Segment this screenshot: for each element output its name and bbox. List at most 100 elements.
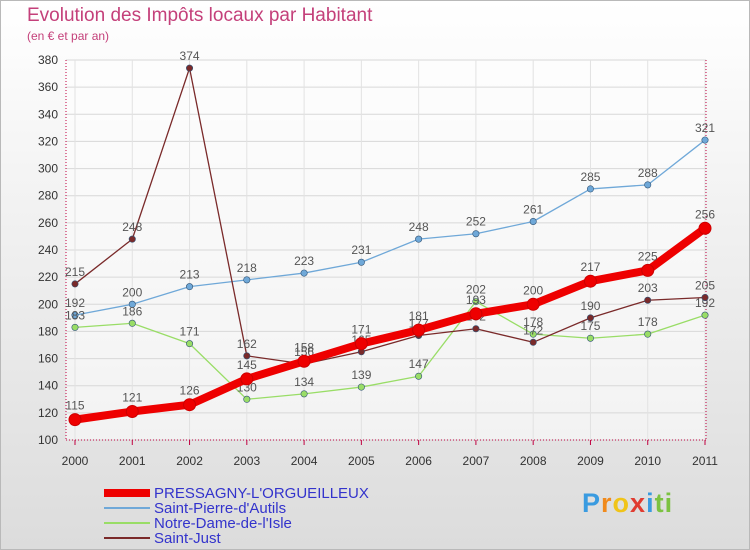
data-label: 178 (523, 315, 543, 329)
data-label: 288 (638, 166, 658, 180)
legend-label: Saint-Just (154, 530, 222, 547)
data-point (125, 405, 139, 418)
legend-label: Notre-Dame-de-l'Isle (154, 515, 292, 532)
data-point (186, 283, 194, 291)
x-tick-label: 2007 (463, 454, 490, 468)
x-tick-label: 2006 (405, 454, 432, 468)
y-tick-label: 160 (38, 352, 58, 366)
y-tick-label: 360 (38, 80, 58, 94)
series-line-1 (74, 139, 706, 316)
y-tick-label: 280 (38, 189, 58, 203)
x-tick-label: 2011 (692, 454, 718, 468)
logo-letter: o (612, 488, 631, 518)
data-label: 147 (409, 357, 429, 371)
data-label: 213 (180, 268, 200, 282)
data-point (300, 269, 308, 277)
data-label: 181 (409, 309, 429, 323)
y-tick-label: 100 (38, 433, 58, 447)
data-label: 217 (580, 260, 600, 274)
y-tick-label: 120 (38, 406, 58, 420)
data-point (415, 372, 423, 380)
data-point (71, 323, 79, 331)
data-point (583, 274, 597, 288)
data-label: 115 (65, 399, 84, 413)
data-label: 126 (180, 384, 200, 398)
data-label: 203 (638, 281, 658, 295)
data-label: 248 (409, 220, 429, 234)
data-point (526, 297, 540, 311)
x-tick-label: 2002 (176, 454, 203, 468)
x-tick-label: 2009 (577, 454, 604, 468)
data-point (128, 300, 136, 308)
data-point (243, 395, 251, 403)
series-line-2 (74, 300, 706, 400)
y-tick-label: 260 (38, 216, 58, 230)
data-point (240, 372, 254, 386)
data-point (698, 221, 712, 235)
y-tick-label: 180 (38, 324, 58, 338)
y-tick-label: 320 (38, 134, 58, 148)
data-label: 252 (466, 215, 486, 229)
data-point (701, 311, 709, 319)
data-label: 162 (237, 337, 257, 351)
data-point (71, 280, 79, 288)
x-tick-label: 2005 (348, 454, 375, 468)
data-label: 248 (122, 220, 142, 234)
data-point (415, 235, 423, 243)
logo-letter: i (664, 488, 674, 518)
data-point (472, 298, 480, 306)
data-label: 205 (695, 279, 715, 293)
data-point (469, 307, 483, 321)
logo-letter: i (646, 488, 655, 518)
y-tick-label: 300 (38, 162, 58, 176)
data-label: 215 (65, 265, 85, 279)
data-point (529, 330, 537, 338)
data-label: 171 (180, 325, 200, 339)
data-point (586, 314, 594, 322)
data-point (297, 354, 311, 368)
logo-letter: r (601, 488, 613, 518)
series-line-0 (71, 224, 709, 424)
data-label: 171 (351, 323, 371, 337)
legend-label: Saint-Pierre-d'Autils (154, 500, 286, 517)
data-point (357, 258, 365, 266)
data-point (243, 352, 251, 360)
data-label: 261 (523, 203, 543, 217)
data-label: 158 (294, 340, 314, 354)
data-label: 172 (523, 323, 543, 337)
data-point (186, 340, 194, 348)
data-point (701, 136, 709, 144)
data-point (644, 296, 652, 304)
data-label: 134 (294, 375, 314, 389)
data-label: 285 (580, 170, 600, 184)
data-point (186, 64, 194, 72)
data-label: 139 (351, 368, 371, 382)
data-point (644, 330, 652, 338)
data-label: 223 (294, 254, 314, 268)
data-point (183, 398, 197, 412)
data-point (243, 276, 251, 284)
y-tick-label: 220 (38, 270, 58, 284)
data-point (357, 383, 365, 391)
data-label: 193 (466, 293, 486, 307)
logo-letter: t (654, 488, 665, 518)
data-label: 200 (122, 285, 142, 299)
data-label: 186 (122, 304, 142, 318)
data-label: 321 (695, 121, 715, 135)
data-point (300, 390, 308, 398)
data-point (586, 334, 594, 342)
y-tick-label: 140 (38, 379, 58, 393)
data-point (128, 235, 136, 243)
data-label: 225 (638, 249, 658, 263)
x-tick-label: 2010 (634, 454, 661, 468)
data-point (529, 218, 537, 226)
data-label: 183 (65, 308, 85, 322)
logo-letter: P (582, 488, 602, 518)
x-tick-label: 2001 (119, 454, 146, 468)
y-tick-label: 200 (38, 297, 58, 311)
data-point (644, 181, 652, 189)
y-tick-label: 380 (38, 53, 58, 67)
proxiti-logo: Proxiti (582, 488, 673, 519)
data-label: 178 (638, 315, 658, 329)
y-tick-label: 340 (38, 107, 58, 121)
